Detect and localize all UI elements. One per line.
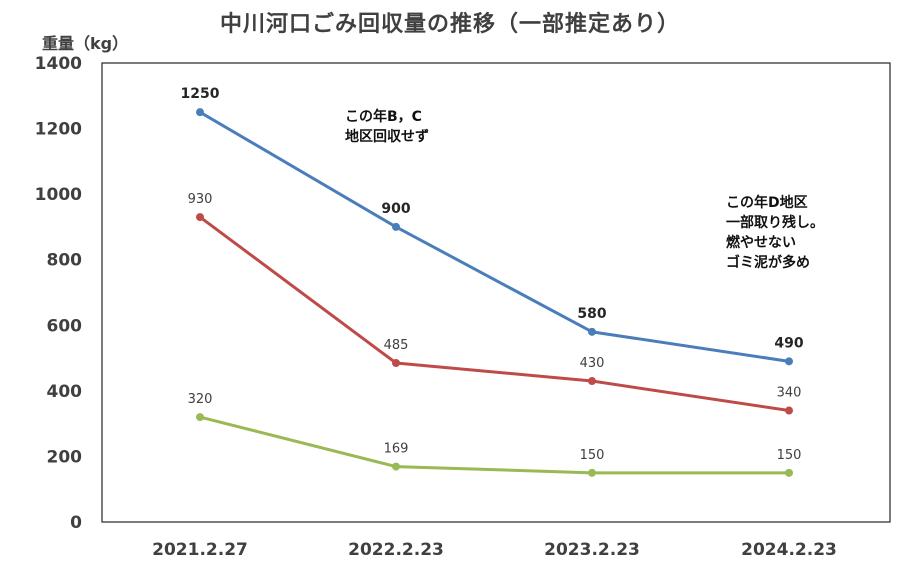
annotation-line: この年D地区 bbox=[726, 194, 808, 211]
y-tick-label: 0 bbox=[70, 513, 82, 533]
x-tick-labels: 2021.2.27 2022.2.23 2023.2.23 2024.2.23 bbox=[152, 540, 837, 560]
plot-area-border bbox=[101, 62, 891, 523]
data-point bbox=[785, 357, 793, 366]
data-point bbox=[588, 327, 596, 336]
data-label: 485 bbox=[384, 338, 409, 353]
data-point bbox=[588, 377, 596, 386]
data-label: 320 bbox=[188, 392, 213, 407]
plot-frame bbox=[101, 62, 891, 523]
data-label: 580 bbox=[577, 306, 606, 322]
data-points bbox=[196, 108, 793, 477]
data-point bbox=[196, 413, 204, 422]
series-line-3 bbox=[198, 415, 791, 475]
data-label: 900 bbox=[381, 201, 410, 217]
annotation-line: 地区回収せず bbox=[345, 128, 429, 145]
annotation-line: 燃やせない bbox=[726, 234, 796, 251]
annotation-line: この年B，C bbox=[345, 108, 422, 125]
series-line-2 bbox=[198, 215, 791, 413]
data-label: 490 bbox=[774, 335, 803, 351]
data-point bbox=[392, 462, 400, 471]
data-label: 150 bbox=[580, 448, 605, 463]
annotation-line: 一部取り残し。 bbox=[726, 214, 824, 231]
data-label: 930 bbox=[188, 192, 213, 207]
data-labels: 1250 900 580 490 930 485 430 340 320 169 150 150 bbox=[181, 86, 804, 463]
x-tick-label: 2023.2.23 bbox=[544, 540, 640, 560]
data-point bbox=[785, 406, 793, 415]
data-point bbox=[588, 468, 596, 477]
data-point bbox=[392, 222, 400, 231]
y-axis-label: 重量（kg） bbox=[42, 34, 129, 53]
data-point bbox=[196, 213, 204, 222]
x-tick-label: 2024.2.23 bbox=[741, 540, 837, 560]
y-tick-label: 800 bbox=[47, 251, 83, 271]
data-label: 1250 bbox=[181, 86, 220, 102]
y-tick-label: 1400 bbox=[35, 54, 82, 74]
chart-title: 中川河口ごみ回収量の推移（一部推定あり） bbox=[219, 12, 680, 37]
series-line-1 bbox=[198, 110, 791, 363]
data-label: 169 bbox=[384, 442, 409, 457]
data-label: 150 bbox=[777, 448, 802, 463]
y-tick-label: 1200 bbox=[35, 120, 82, 140]
series-lines bbox=[198, 110, 791, 475]
y-tick-labels: 0 200 400 600 800 1000 1200 1400 bbox=[35, 54, 82, 533]
data-point bbox=[785, 468, 793, 477]
x-tick-label: 2022.2.23 bbox=[348, 540, 444, 560]
data-label: 430 bbox=[580, 356, 605, 371]
annotation-line: ゴミ泥が多め bbox=[726, 254, 810, 271]
data-label: 340 bbox=[777, 386, 802, 401]
y-tick-label: 200 bbox=[47, 447, 83, 467]
x-tick-label: 2021.2.27 bbox=[152, 540, 248, 560]
y-tick-label: 400 bbox=[47, 382, 83, 402]
data-point bbox=[196, 108, 204, 117]
data-point bbox=[392, 358, 400, 367]
y-tick-label: 600 bbox=[47, 316, 83, 336]
y-tick-label: 1000 bbox=[35, 185, 82, 205]
